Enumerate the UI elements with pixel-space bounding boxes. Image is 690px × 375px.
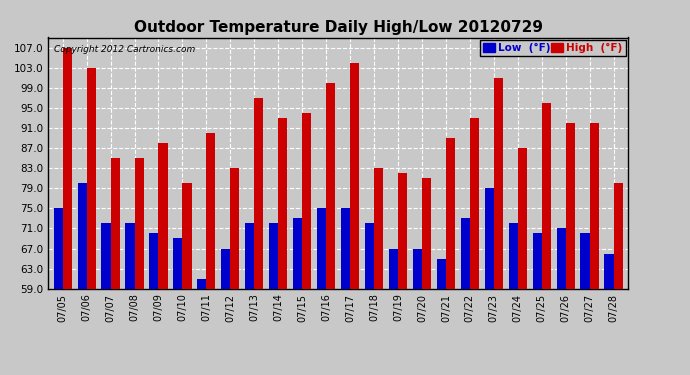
Bar <box>470 118 479 289</box>
Bar <box>437 259 446 289</box>
Bar <box>278 118 287 289</box>
Bar <box>365 224 374 289</box>
Bar <box>110 158 119 289</box>
Bar <box>398 173 407 289</box>
Bar <box>230 168 239 289</box>
Bar <box>197 279 206 289</box>
Bar <box>54 209 63 289</box>
Bar <box>589 123 599 289</box>
Bar <box>446 138 455 289</box>
Bar <box>63 48 72 289</box>
Bar <box>389 249 398 289</box>
Bar <box>461 218 470 289</box>
Bar <box>484 188 494 289</box>
Bar <box>557 228 566 289</box>
Bar <box>101 224 110 289</box>
Bar <box>494 78 503 289</box>
Bar <box>422 178 431 289</box>
Bar <box>341 209 350 289</box>
Text: Copyright 2012 Cartronics.com: Copyright 2012 Cartronics.com <box>54 45 195 54</box>
Bar <box>126 224 135 289</box>
Title: Outdoor Temperature Daily High/Low 20120729: Outdoor Temperature Daily High/Low 20120… <box>134 20 542 35</box>
Bar <box>245 224 255 289</box>
Bar <box>269 224 278 289</box>
Bar <box>255 98 264 289</box>
Bar <box>206 133 215 289</box>
Bar <box>173 238 182 289</box>
Bar <box>326 83 335 289</box>
Bar <box>135 158 144 289</box>
Bar <box>566 123 575 289</box>
Legend: Low  (°F), High  (°F): Low (°F), High (°F) <box>480 40 626 56</box>
Bar <box>542 103 551 289</box>
Bar <box>604 254 613 289</box>
Bar <box>221 249 230 289</box>
Bar <box>613 183 622 289</box>
Bar <box>302 113 311 289</box>
Bar <box>182 183 192 289</box>
Bar <box>374 168 383 289</box>
Bar <box>350 63 359 289</box>
Bar <box>533 234 542 289</box>
Bar <box>580 234 589 289</box>
Bar <box>509 224 518 289</box>
Bar <box>317 209 326 289</box>
Bar <box>87 68 96 289</box>
Bar <box>149 234 159 289</box>
Bar <box>518 148 527 289</box>
Bar <box>413 249 422 289</box>
Bar <box>159 143 168 289</box>
Bar <box>77 183 87 289</box>
Bar <box>293 218 302 289</box>
